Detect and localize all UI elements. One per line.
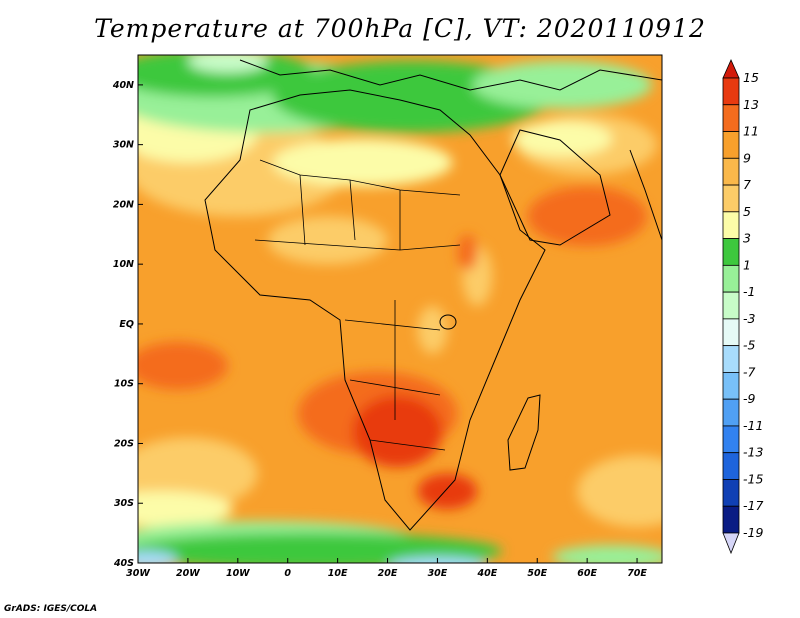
y-tick-label: 40N: [112, 80, 134, 91]
colorbar-segment: [722, 505, 740, 534]
colorbar-label: 1: [743, 257, 751, 272]
colorbar-label: -7: [743, 364, 756, 379]
x-tick-label: 10E: [328, 568, 348, 579]
y-tick-label: 10S: [114, 379, 134, 390]
y-tick-label: 30S: [114, 498, 134, 509]
field-patch: [138, 55, 313, 97]
colorbar-segment: [722, 131, 740, 159]
africa-outline: [204, 89, 546, 531]
field-patch: [267, 216, 388, 265]
colorbar-segment: [722, 77, 740, 106]
colorbar-label: -3: [743, 311, 756, 326]
x-tick-label: 40E: [476, 568, 497, 579]
colorbar-label: -17: [743, 498, 763, 513]
x-tick-label: 20W: [176, 568, 200, 579]
colorbar-segment: [722, 425, 740, 454]
colorbar-label: 13: [743, 97, 759, 112]
y-tick-label: 30N: [113, 140, 134, 151]
y-tick-label: 40S: [113, 558, 134, 569]
temperature-field: [138, 55, 662, 563]
field-patch: [577, 455, 662, 528]
y-tick-label: 10N: [113, 259, 134, 270]
field-patch: [352, 395, 443, 468]
field-patch: [138, 437, 258, 510]
colorbar-label: -1: [743, 284, 755, 299]
colorbar-segment: [722, 104, 740, 132]
colorbar-label: 15: [743, 70, 759, 85]
colorbar-label: -9: [743, 391, 756, 406]
y-tick-label: 20S: [114, 438, 134, 449]
colorbar-segment: [722, 452, 740, 480]
x-axis: 30W 20W 10W 0 10E 20E 30E 40E 50E 60E 70E: [126, 558, 647, 579]
colorbar-segment: [722, 345, 740, 373]
colorbar-label: -15: [743, 471, 763, 486]
x-tick-label: 60E: [577, 568, 597, 579]
y-axis: 40N 30N 20N 10N EQ 10S 20S 30S 40S: [112, 80, 143, 569]
colorbar-segment: [722, 372, 740, 400]
colorbar-label: 9: [743, 150, 751, 165]
x-tick-label: 30E: [428, 568, 448, 579]
field-patch: [138, 341, 228, 390]
field-patch: [138, 533, 503, 563]
lake-victoria: [439, 314, 457, 330]
x-tick-label: 70E: [627, 568, 647, 579]
field-patch: [552, 545, 662, 563]
colorbar-label: 11: [743, 124, 759, 139]
colorbar-label: -19: [743, 525, 763, 540]
madagascar-outline: [507, 394, 541, 471]
field-patch: [457, 234, 478, 271]
europe-coast: [239, 59, 662, 91]
y-tick-label: 20N: [113, 199, 134, 210]
field-patch: [138, 491, 233, 528]
field-patch: [187, 55, 268, 73]
colorbar-segment: [722, 264, 740, 293]
colorbar-top-arrow: [722, 59, 740, 79]
colorbar-label: 7: [743, 177, 751, 192]
colorbar-label: 5: [743, 204, 751, 219]
field-patch: [472, 60, 653, 109]
grads-credit: GrADS: IGES/COLA: [4, 604, 98, 614]
colorbar-bottom-arrow: [722, 532, 740, 555]
x-tick-label: 0: [284, 568, 291, 579]
x-tick-label: 30W: [126, 568, 150, 579]
colorbar-label: -11: [743, 418, 763, 433]
colorbar: 15 13 11 9 7 5 3 1 -1 -3 -5 -7 -9 -11 -13 -15 -17 -19: [722, 59, 763, 555]
country-borders: [254, 159, 461, 451]
colorbar-segment: [722, 238, 740, 266]
field-patch: [512, 120, 613, 157]
colorbar-label: -5: [743, 338, 756, 353]
colorbar-segment: [722, 398, 740, 427]
y-tick-label: EQ: [119, 319, 134, 330]
chart-title: Temperature at 700hPa [C], VT: 202011091…: [94, 14, 706, 43]
field-patch: [272, 138, 453, 187]
x-tick-label: 20E: [378, 568, 398, 579]
colorbar-label: -13: [743, 445, 763, 460]
colorbar-segment: [722, 479, 740, 507]
colorbar-segment: [722, 211, 740, 239]
colorbar-segment: [722, 184, 740, 213]
field-patch: [138, 551, 178, 563]
colorbar-segment: [722, 318, 740, 347]
field-patch: [417, 473, 478, 510]
field-patch: [527, 186, 648, 247]
colorbar-segment: [722, 157, 740, 186]
colorbar-segment: [722, 291, 740, 320]
colorbar-label: 3: [743, 231, 751, 246]
plot-frame: [137, 54, 663, 564]
india-coast: [629, 149, 662, 241]
arabia-outline: [499, 129, 611, 246]
field-patch: [417, 306, 448, 354]
x-tick-label: 10W: [226, 568, 250, 579]
x-tick-label: 50E: [527, 568, 547, 579]
